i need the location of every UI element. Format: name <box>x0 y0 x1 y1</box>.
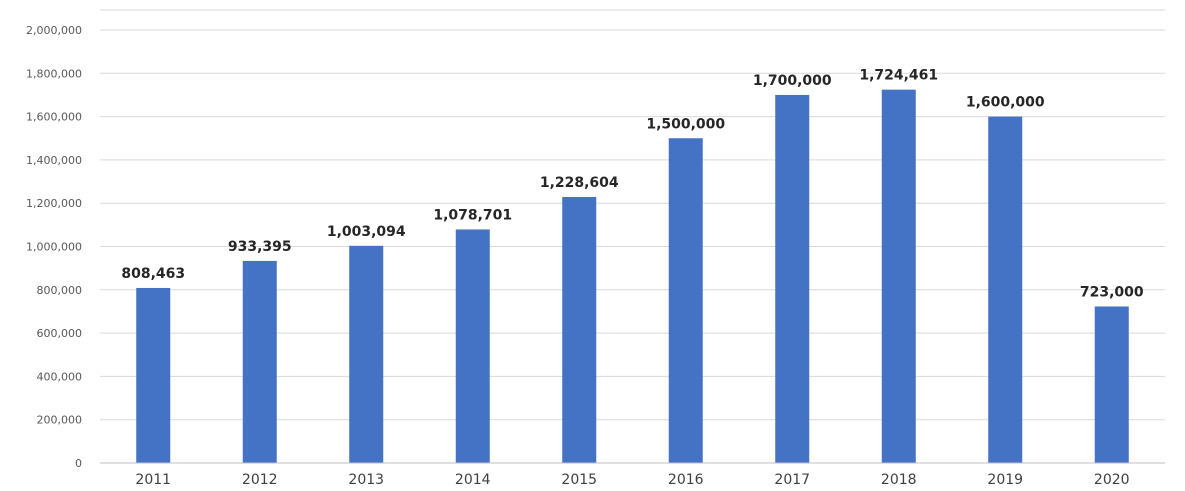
data-label-2016: 1,500,000 <box>646 116 725 132</box>
bar-2016 <box>668 138 703 463</box>
y-tick-label: 200,000 <box>37 414 83 427</box>
x-tick-label-2013: 2013 <box>348 472 384 488</box>
y-tick-label: 1,200,000 <box>26 197 82 210</box>
bar-2014 <box>455 229 490 463</box>
y-tick-label: 1,400,000 <box>26 154 82 167</box>
y-tick-label: 600,000 <box>37 327 83 340</box>
y-tick-label: 2,000,000 <box>26 24 82 37</box>
bars <box>136 89 1129 464</box>
x-axis-tick-labels: 2011 2012 2013 2014 2015 2016 2017 2018 2019 2020 <box>135 472 1129 488</box>
y-tick-label: 0 <box>75 457 82 470</box>
data-label-2020: 723,000 <box>1080 284 1144 300</box>
y-tick-label: 1,000,000 <box>26 241 82 254</box>
data-label-2018: 1,724,461 <box>859 68 938 84</box>
x-tick-label-2012: 2012 <box>242 472 278 488</box>
bar-2020 <box>1094 306 1129 463</box>
x-tick-label-2017: 2017 <box>774 472 810 488</box>
bar-2018 <box>881 89 916 464</box>
y-tick-label: 1,600,000 <box>26 111 82 124</box>
data-label-2014: 1,078,701 <box>433 207 512 223</box>
y-tick-label: 1,800,000 <box>26 67 82 80</box>
x-tick-label-2019: 2019 <box>987 472 1023 488</box>
data-labels: 808,463 933,395 1,003,094 1,078,701 1,228,60… <box>121 68 1144 301</box>
gridlines <box>100 29 1165 421</box>
data-label-2013: 1,003,094 <box>327 224 406 240</box>
bar-2013 <box>349 245 384 463</box>
x-tick-label-2015: 2015 <box>561 472 597 488</box>
x-tick-label-2020: 2020 <box>1094 472 1130 488</box>
data-label-2015: 1,228,604 <box>540 175 619 191</box>
x-tick-label-2018: 2018 <box>881 472 917 488</box>
bar-2011 <box>136 287 171 463</box>
bar-2015 <box>562 197 597 463</box>
y-tick-label: 400,000 <box>37 370 83 383</box>
x-tick-label-2014: 2014 <box>455 472 491 488</box>
data-label-2011: 808,463 <box>121 266 185 282</box>
bar-2017 <box>775 94 810 463</box>
data-label-2019: 1,600,000 <box>966 95 1045 111</box>
data-label-2017: 1,700,000 <box>753 73 832 89</box>
data-label-2012: 933,395 <box>228 239 292 255</box>
bar-2019 <box>988 116 1023 463</box>
y-axis-tick-labels: 0 200,000 400,000 600,000 800,000 1,000,000 1,… <box>26 24 82 470</box>
x-tick-label-2011: 2011 <box>135 472 171 488</box>
y-tick-label: 800,000 <box>37 284 83 297</box>
x-tick-label-2016: 2016 <box>668 472 704 488</box>
bar-2012 <box>242 260 277 463</box>
